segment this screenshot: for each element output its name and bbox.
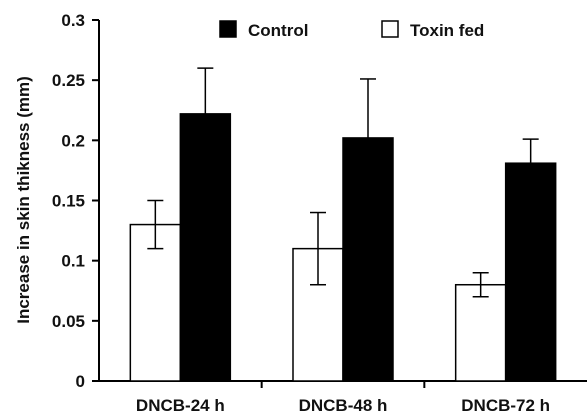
legend-swatch	[381, 20, 399, 38]
legend-label: Toxin fed	[410, 21, 484, 40]
x-tick-label: DNCB-48 h	[299, 396, 388, 415]
y-tick-label: 0.15	[52, 192, 85, 211]
y-axis-title: Increase in skin thikness (mm)	[14, 76, 33, 324]
y-tick-label: 0	[76, 372, 85, 391]
legend-label: Control	[248, 21, 308, 40]
legend-swatch	[219, 20, 237, 38]
y-tick-label: 0.25	[52, 71, 85, 90]
bar	[454, 283, 507, 382]
axes: 0 0.05 0.1 0.15 0.2 0.25 0.3 DNCB-24 h DNCB-48 h…	[52, 11, 587, 415]
legend: Control Toxin fed	[219, 20, 484, 40]
y-tick-label: 0.2	[61, 131, 85, 150]
x-tick-label: DNCB-24 h	[136, 396, 225, 415]
bars	[129, 67, 557, 382]
x-tick-label: DNCB-72 h	[461, 396, 550, 415]
y-tick-label: 0.3	[61, 11, 85, 30]
bar	[504, 162, 557, 382]
y-tick-label: 0.1	[61, 252, 85, 271]
y-tick-label: 0.05	[52, 312, 85, 331]
